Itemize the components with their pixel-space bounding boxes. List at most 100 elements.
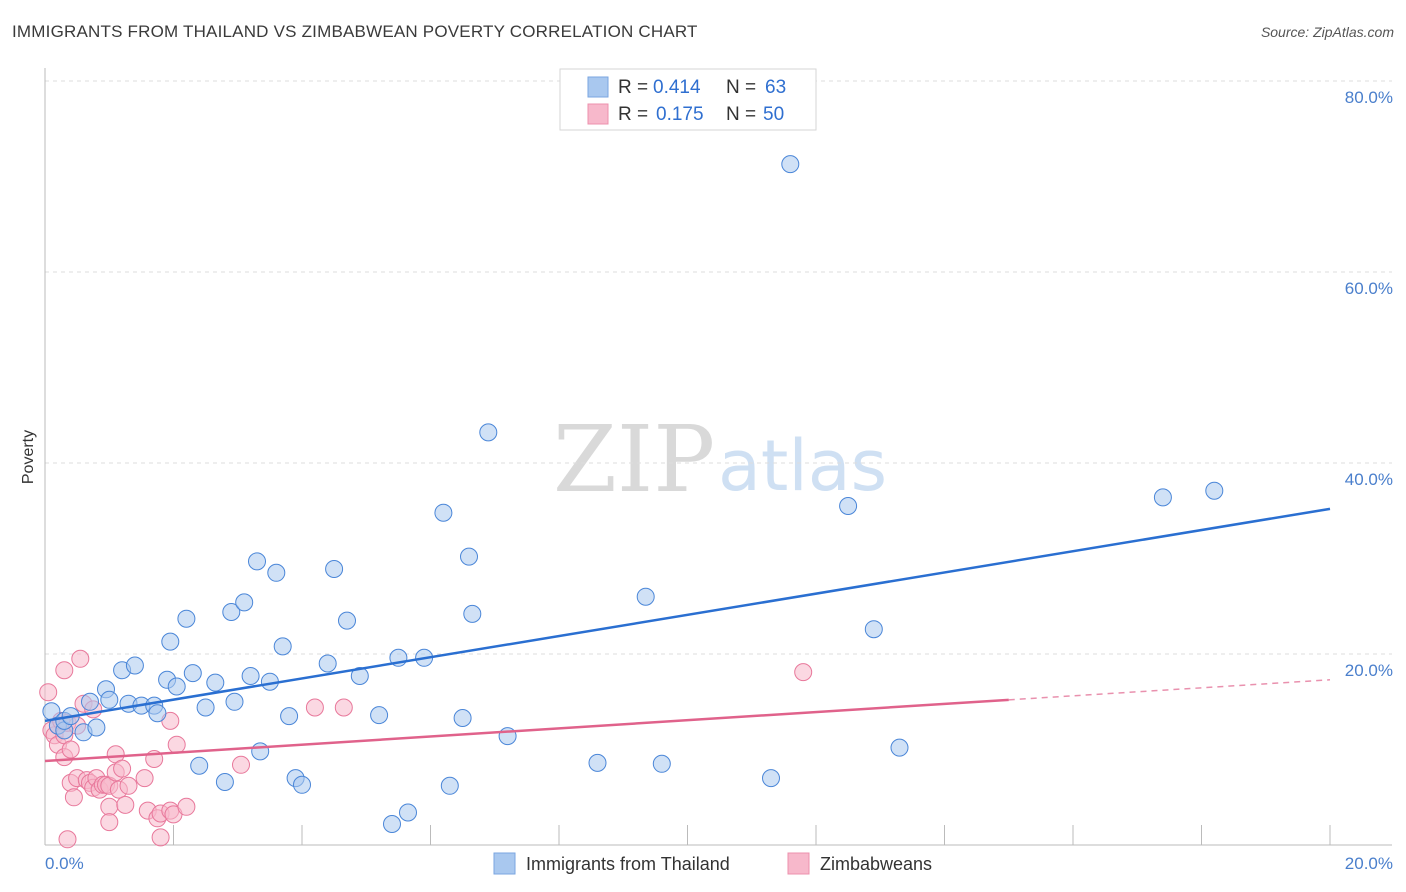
- thailand-point: [215, 773, 234, 791]
- trend-line-thailand: [44, 507, 1331, 723]
- zimbabwean-point: [100, 813, 119, 832]
- thailand-point: [460, 547, 478, 566]
- thailand-point: [463, 604, 482, 623]
- thailand-point: [100, 690, 119, 709]
- thailand-point: [222, 603, 241, 621]
- zimbabwean-point: [232, 755, 250, 774]
- thailand-point: [293, 775, 311, 794]
- zimbabwean-point: [61, 740, 80, 759]
- y-axis-label: Poverty: [20, 430, 37, 484]
- thailand-point: [267, 563, 286, 582]
- thailand-point: [652, 754, 671, 773]
- bottom-legend-label-zimbabweans: Zimbabweans: [820, 854, 932, 874]
- thailand-point: [1205, 481, 1224, 500]
- zimbabwean-point: [334, 698, 353, 717]
- zimbabwean-point: [119, 776, 138, 795]
- thailand-point: [81, 692, 99, 711]
- y-tick-label-40: 40.0%: [1345, 470, 1393, 489]
- bottom-legend-swatch-zimbabweans: [787, 852, 810, 875]
- thailand-point: [248, 552, 266, 571]
- zimbabwean-point: [116, 795, 135, 814]
- zimbabwean-point: [794, 663, 813, 682]
- thailand-point: [177, 609, 196, 628]
- thailand-point: [87, 718, 106, 737]
- zimbabwean-point: [135, 769, 154, 788]
- zimbabwean-point: [71, 649, 90, 668]
- legend-n-label-2: N =: [726, 104, 756, 125]
- thailand-point: [762, 769, 780, 788]
- trend-line-zimbabweans-extrapolated: [1008, 679, 1331, 701]
- source-attribution: Source: ZipAtlas.com: [1260, 24, 1394, 40]
- thailand-point: [167, 677, 186, 696]
- thailand-point: [196, 698, 215, 717]
- bottom-legend-swatch-thailand: [493, 852, 516, 875]
- legend-r-value-2: 0.175: [656, 104, 704, 125]
- thailand-point: [206, 673, 225, 692]
- thailand-point: [370, 706, 389, 725]
- zimbabwean-point: [177, 797, 196, 816]
- thailand-point: [434, 503, 453, 522]
- thailand-point: [399, 803, 417, 822]
- series-thailand-points: [39, 649, 813, 849]
- zimbabwean-point: [39, 683, 58, 702]
- thailand-point: [839, 497, 858, 515]
- trend-lines: [44, 507, 1331, 763]
- y-tick-labels: 20.0% 40.0% 60.0% 80.0%: [1345, 88, 1393, 680]
- thailand-point: [190, 756, 209, 775]
- y-tick-label-80: 80.0%: [1345, 88, 1393, 107]
- correlation-legend: R = 0.414 N = 63 R = 0.175 N = 50: [559, 68, 817, 131]
- thailand-point: [241, 667, 260, 685]
- thailand-point: [280, 707, 299, 726]
- trend-line-zimbabweans: [44, 698, 1009, 763]
- zimbabwean-point: [305, 698, 324, 717]
- chart-title: IMMIGRANTS FROM THAILAND VS ZIMBABWEAN P…: [12, 22, 698, 41]
- thailand-point: [225, 692, 244, 711]
- series-legend: Immigrants from Thailand Zimbabweans: [493, 852, 932, 875]
- zimbabwean-point: [113, 759, 132, 778]
- zimbabwean-point: [100, 797, 119, 816]
- thailand-point: [183, 664, 202, 683]
- zimbabwean-point: [55, 661, 74, 680]
- gridlines: [45, 80, 1392, 655]
- zimbabwean-point: [151, 828, 170, 847]
- thailand-point: [161, 632, 180, 651]
- thailand-point: [890, 738, 909, 757]
- thailand-point: [318, 654, 337, 673]
- legend-r-value-1: 0.414: [653, 77, 701, 98]
- x-tick-label-max: 20.0%: [1345, 854, 1393, 873]
- watermark-atlas: atlas: [718, 425, 887, 507]
- x-tick-label-min: 0.0%: [45, 854, 84, 873]
- legend-n-label-1: N =: [726, 77, 756, 98]
- y-tick-label-20: 20.0%: [1345, 661, 1393, 680]
- thailand-point: [325, 560, 344, 578]
- thailand-point: [338, 611, 356, 630]
- legend-r-label-1: R =: [618, 77, 648, 98]
- axes: [44, 68, 1392, 846]
- legend-swatch-blue: [587, 76, 609, 98]
- legend-swatch-pink: [587, 103, 609, 125]
- thailand-point: [636, 587, 655, 606]
- x-tick-labels: 0.0% 20.0%: [45, 854, 1393, 873]
- zimbabwean-point: [167, 735, 186, 754]
- legend-n-value-2: 50: [763, 104, 784, 125]
- thailand-point: [781, 155, 800, 174]
- thailand-point: [273, 637, 292, 656]
- thailand-point: [148, 704, 167, 723]
- thailand-point: [251, 742, 270, 761]
- thailand-point: [864, 620, 883, 639]
- zimbabwean-point: [64, 788, 83, 807]
- thailand-point: [350, 667, 369, 685]
- thailand-point: [125, 656, 144, 675]
- thailand-point: [235, 593, 254, 612]
- thailand-point: [479, 423, 498, 442]
- bottom-legend-label-thailand: Immigrants from Thailand: [526, 854, 730, 874]
- thailand-point: [588, 753, 607, 772]
- legend-r-label-2: R =: [618, 104, 648, 125]
- thailand-point: [1153, 488, 1172, 507]
- zimbabwean-point: [58, 830, 77, 849]
- thailand-point: [440, 776, 459, 795]
- legend-n-value-1: 63: [765, 77, 786, 98]
- watermark-zip: ZIP: [553, 406, 715, 513]
- series-immigrants-thailand-points: [42, 155, 1224, 833]
